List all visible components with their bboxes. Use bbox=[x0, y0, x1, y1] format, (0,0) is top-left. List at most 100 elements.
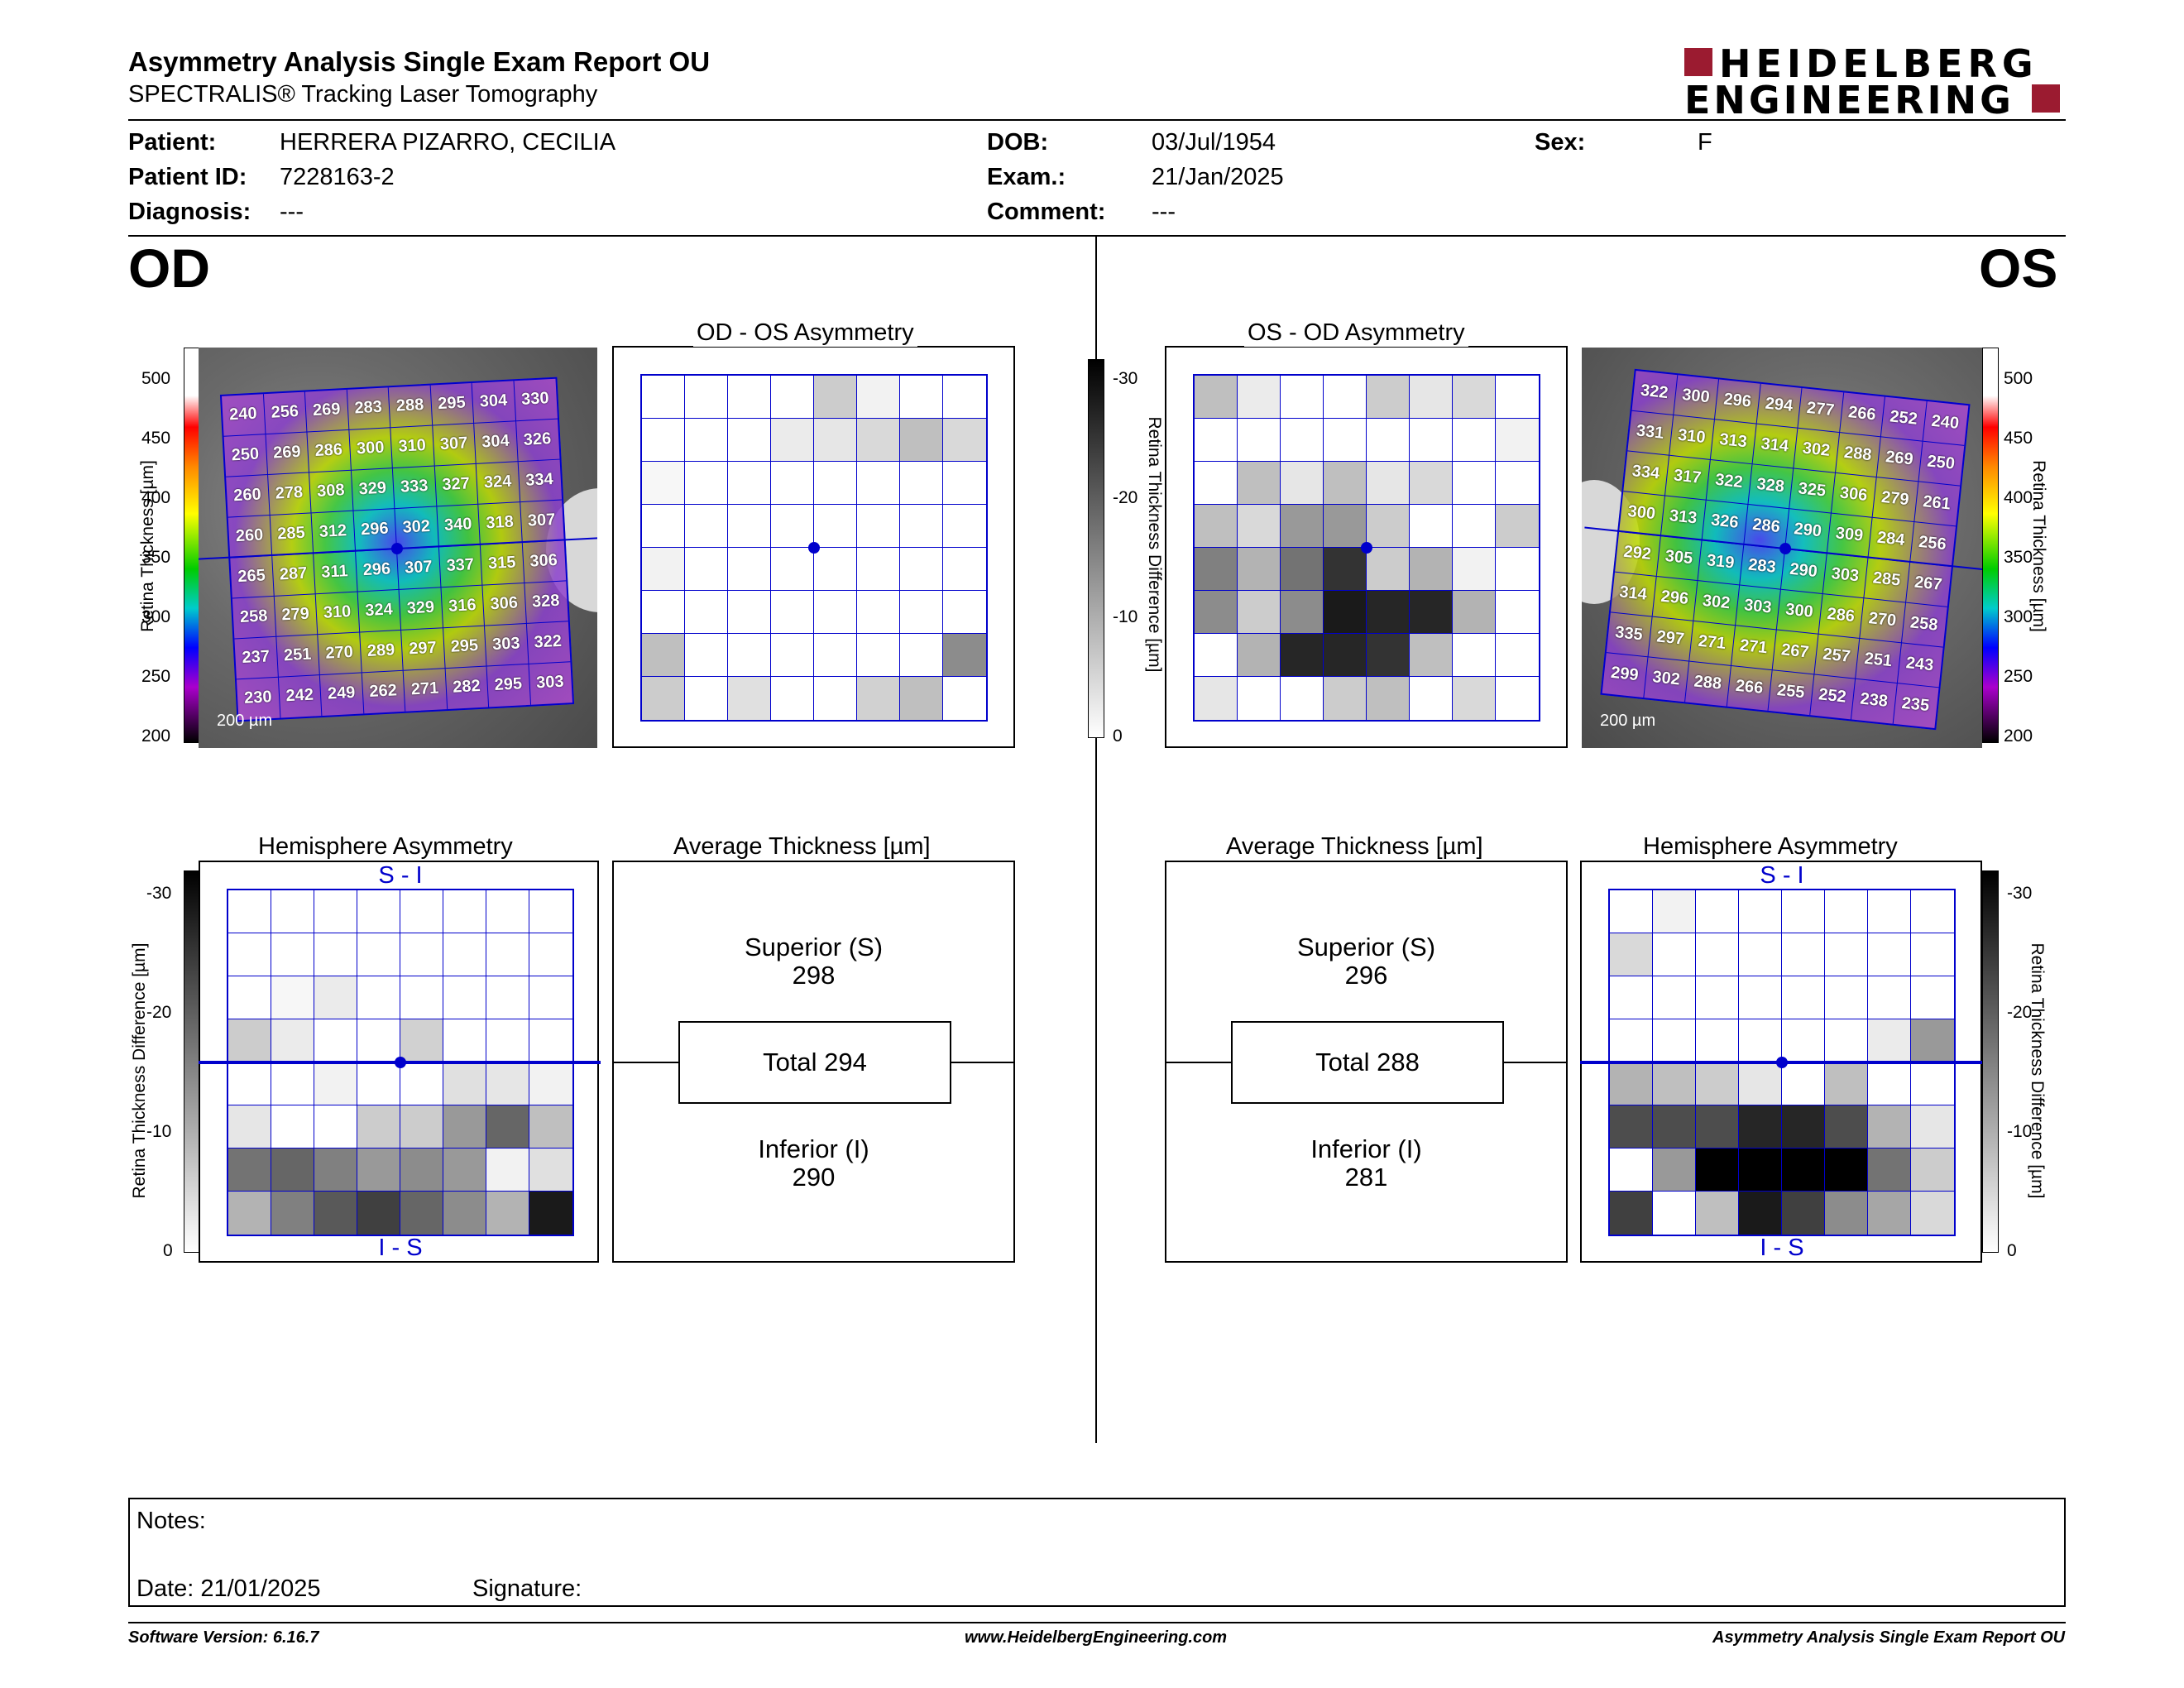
os-thickness-cell-7-4: 255 bbox=[1768, 670, 1814, 716]
os-asym-cell-7-0 bbox=[1195, 677, 1238, 720]
os-inferior-label: Inferior (I) bbox=[1310, 1134, 1422, 1163]
os-asym-cell-7-6 bbox=[1453, 677, 1496, 720]
os-hemi-cell-0-5 bbox=[1825, 890, 1868, 933]
od-asym-cell-4-0 bbox=[642, 548, 685, 591]
os-asym-cell-6-1 bbox=[1238, 634, 1281, 677]
os-thickness-cell-2-1: 317 bbox=[1664, 455, 1711, 501]
od-asym-cell-3-3 bbox=[771, 505, 814, 548]
os-asym-cell-6-2 bbox=[1281, 634, 1324, 677]
os-hemi-cell-6-3 bbox=[1739, 1149, 1782, 1192]
od-hemi-scale-30: -30 bbox=[146, 884, 172, 903]
od-asym-cell-0-4 bbox=[814, 376, 857, 419]
os-asym-cell-0-1 bbox=[1238, 376, 1281, 419]
od-thickness-value-4-5: 337 bbox=[446, 555, 475, 575]
od-thickness-cell-5-2: 310 bbox=[315, 592, 360, 635]
od-hemi-cell-0-7 bbox=[529, 890, 572, 933]
os-asym-cell-6-7 bbox=[1496, 634, 1539, 677]
exam-value: 21/Jan/2025 bbox=[1152, 164, 1284, 190]
od-hemi-cell-2-6 bbox=[486, 976, 529, 1019]
os-asym-cell-4-7 bbox=[1496, 548, 1539, 591]
od-asym-cell-4-7 bbox=[943, 548, 986, 591]
od-hemi-cell-1-3 bbox=[357, 933, 400, 976]
os-hemi-cell-1-3 bbox=[1739, 933, 1782, 976]
os-inferior-value: 281 bbox=[1344, 1163, 1388, 1192]
os-hemi-cell-3-2 bbox=[1696, 1019, 1739, 1062]
od-thickness-cell-0-1: 256 bbox=[263, 391, 308, 435]
os-thickness-value-1-0: 331 bbox=[1635, 421, 1665, 443]
od-total-box: Total 294 bbox=[678, 1021, 951, 1104]
os-asym-cell-0-7 bbox=[1496, 376, 1539, 419]
os-hemi-cell-1-6 bbox=[1868, 933, 1911, 976]
notes-box[interactable]: Notes: Date: 21/01/2025 Signature: bbox=[128, 1498, 2066, 1607]
os-hemi-cell-2-0 bbox=[1610, 976, 1653, 1019]
od-asym-cell-1-2 bbox=[728, 419, 771, 462]
od-asym-cell-5-7 bbox=[943, 591, 986, 634]
os-hemi-cell-5-0 bbox=[1610, 1105, 1653, 1149]
os-hemi-scale-10: -10 bbox=[2007, 1122, 2033, 1141]
od-hemi-cell-4-7 bbox=[529, 1062, 572, 1105]
os-asym-cell-6-6 bbox=[1453, 634, 1496, 677]
od-thickness-cell-4-5: 337 bbox=[438, 544, 483, 588]
os-thickness-cell-6-0: 335 bbox=[1606, 612, 1653, 658]
os-thickness-value-7-0: 299 bbox=[1610, 663, 1640, 685]
os-asym-scale-10: -10 bbox=[1113, 607, 1138, 626]
od-hemi-cell-5-4 bbox=[400, 1105, 443, 1149]
od-asymmetry-grid bbox=[640, 374, 988, 722]
od-hemi-cell-7-2 bbox=[314, 1192, 357, 1235]
os-scale-400: 400 bbox=[2004, 488, 2033, 507]
od-thickness-cell-0-0: 240 bbox=[222, 394, 266, 437]
od-thickness-value-3-3: 296 bbox=[360, 519, 390, 539]
os-scale-500: 500 bbox=[2004, 369, 2033, 388]
os-hemi-cell-5-5 bbox=[1825, 1105, 1868, 1149]
os-hemi-cell-4-5 bbox=[1825, 1062, 1868, 1105]
os-hemi-cell-2-6 bbox=[1868, 976, 1911, 1019]
od-asym-cell-6-3 bbox=[771, 634, 814, 677]
od-hemisphere-grid bbox=[227, 889, 574, 1236]
os-thickness-cell-3-5: 309 bbox=[1827, 513, 1873, 559]
os-thickness-cell-1-6: 269 bbox=[1876, 437, 1923, 482]
os-asym-cell-3-1 bbox=[1238, 505, 1281, 548]
os-thickness-value-0-4: 277 bbox=[1805, 398, 1836, 420]
os-hemi-cell-3-7 bbox=[1911, 1019, 1954, 1062]
os-thickness-value-7-7: 235 bbox=[1900, 693, 1931, 716]
os-thickness-value-5-2: 302 bbox=[1701, 591, 1731, 613]
od-thickness-cell-4-2: 311 bbox=[314, 551, 358, 595]
od-thickness-cell-5-1: 279 bbox=[274, 594, 318, 637]
od-thickness-value-7-4: 271 bbox=[410, 679, 439, 699]
od-thickness-value-2-3: 329 bbox=[358, 478, 387, 499]
od-thickness-value-5-2: 310 bbox=[323, 602, 352, 622]
os-hemi-cell-5-4 bbox=[1782, 1105, 1825, 1149]
os-hemi-cell-3-3 bbox=[1739, 1019, 1782, 1062]
os-thickness-value-1-6: 269 bbox=[1885, 448, 1914, 469]
od-asym-cell-6-5 bbox=[857, 634, 900, 677]
os-asym-cell-5-7 bbox=[1496, 591, 1539, 634]
od-hemi-cell-6-0 bbox=[228, 1149, 271, 1192]
os-thickness-cell-4-3: 283 bbox=[1739, 544, 1785, 590]
os-hemi-cell-7-7 bbox=[1911, 1192, 1954, 1235]
od-thickness-cell-0-5: 295 bbox=[430, 382, 475, 426]
od-thickness-value-6-3: 289 bbox=[366, 640, 395, 661]
od-asym-cell-3-1 bbox=[685, 505, 728, 548]
od-asym-cell-6-4 bbox=[814, 634, 857, 677]
os-hemi-cell-0-6 bbox=[1868, 890, 1911, 933]
od-hemi-bottom-label: I - S bbox=[378, 1235, 423, 1261]
os-scale-250: 250 bbox=[2004, 667, 2033, 686]
os-thickness-cell-7-1: 302 bbox=[1643, 657, 1690, 703]
od-hemi-cell-6-7 bbox=[529, 1149, 572, 1192]
os-thickness-value-4-1: 305 bbox=[1664, 546, 1694, 568]
od-thickness-value-2-1: 278 bbox=[275, 482, 304, 503]
os-asym-scale-30: -30 bbox=[1113, 369, 1138, 388]
os-hemi-top-label: S - I bbox=[1760, 862, 1804, 889]
os-thickness-value-0-2: 296 bbox=[1722, 390, 1752, 411]
od-thickness-value-4-7: 306 bbox=[529, 550, 558, 571]
od-hemi-cell-4-2 bbox=[314, 1062, 357, 1105]
os-thickness-value-0-0: 322 bbox=[1639, 381, 1669, 403]
od-asym-cell-5-6 bbox=[900, 591, 943, 634]
logo-square-bottom bbox=[2032, 84, 2060, 113]
os-thickness-value-1-5: 288 bbox=[1842, 443, 1873, 465]
footer-website[interactable]: www.HeidelbergEngineering.com bbox=[965, 1628, 1228, 1647]
od-thickness-value-7-3: 262 bbox=[368, 681, 398, 701]
signature-label: Signature: bbox=[472, 1575, 582, 1602]
od-scale-500: 500 bbox=[141, 369, 171, 388]
os-asym-cell-4-0 bbox=[1195, 548, 1238, 591]
